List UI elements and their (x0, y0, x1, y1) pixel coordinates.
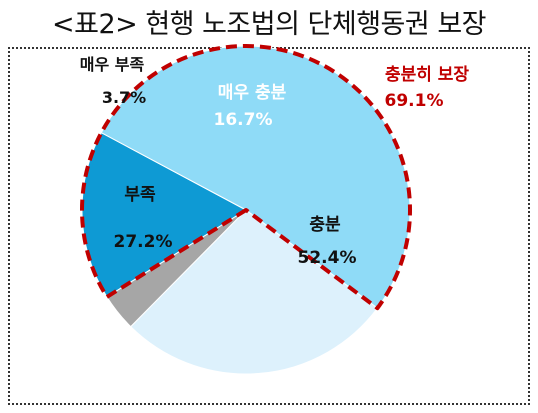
slice-value-very-sufficient: 16.7% (214, 110, 273, 130)
pie-slice-2 (129, 209, 379, 375)
slice-label-very-sufficient: 매우 충분 (218, 83, 287, 103)
slice-label-very-insufficient: 매우 부족 (80, 55, 145, 74)
annotation-value: 69.1% (385, 91, 444, 111)
slice-label-insufficient: 부족 (124, 185, 156, 205)
slice-value-sufficient: 52.4% (298, 248, 357, 268)
highlight-outline (80, 44, 412, 311)
slice-label-sufficient: 충분 (309, 215, 341, 235)
pie-slices (81, 45, 411, 375)
chart-title: <표2> 현행 노조법의 단체행동권 보장 (51, 9, 487, 40)
annotation-label: 충분히 보장 (385, 65, 469, 85)
pie-slice-3 (106, 209, 247, 328)
slice-value-insufficient: 27.2% (114, 232, 173, 252)
slice-value-very-insufficient: 3.7% (102, 88, 146, 107)
